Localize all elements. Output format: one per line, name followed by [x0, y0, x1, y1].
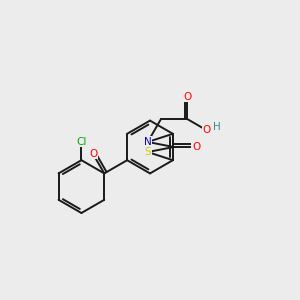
Text: Cl: Cl: [76, 137, 87, 147]
Text: O: O: [183, 92, 191, 102]
Text: O: O: [89, 149, 97, 159]
Text: H: H: [213, 122, 221, 132]
Text: O: O: [192, 142, 200, 152]
Text: O: O: [203, 125, 211, 135]
Text: S: S: [144, 147, 151, 157]
Text: N: N: [144, 137, 152, 147]
